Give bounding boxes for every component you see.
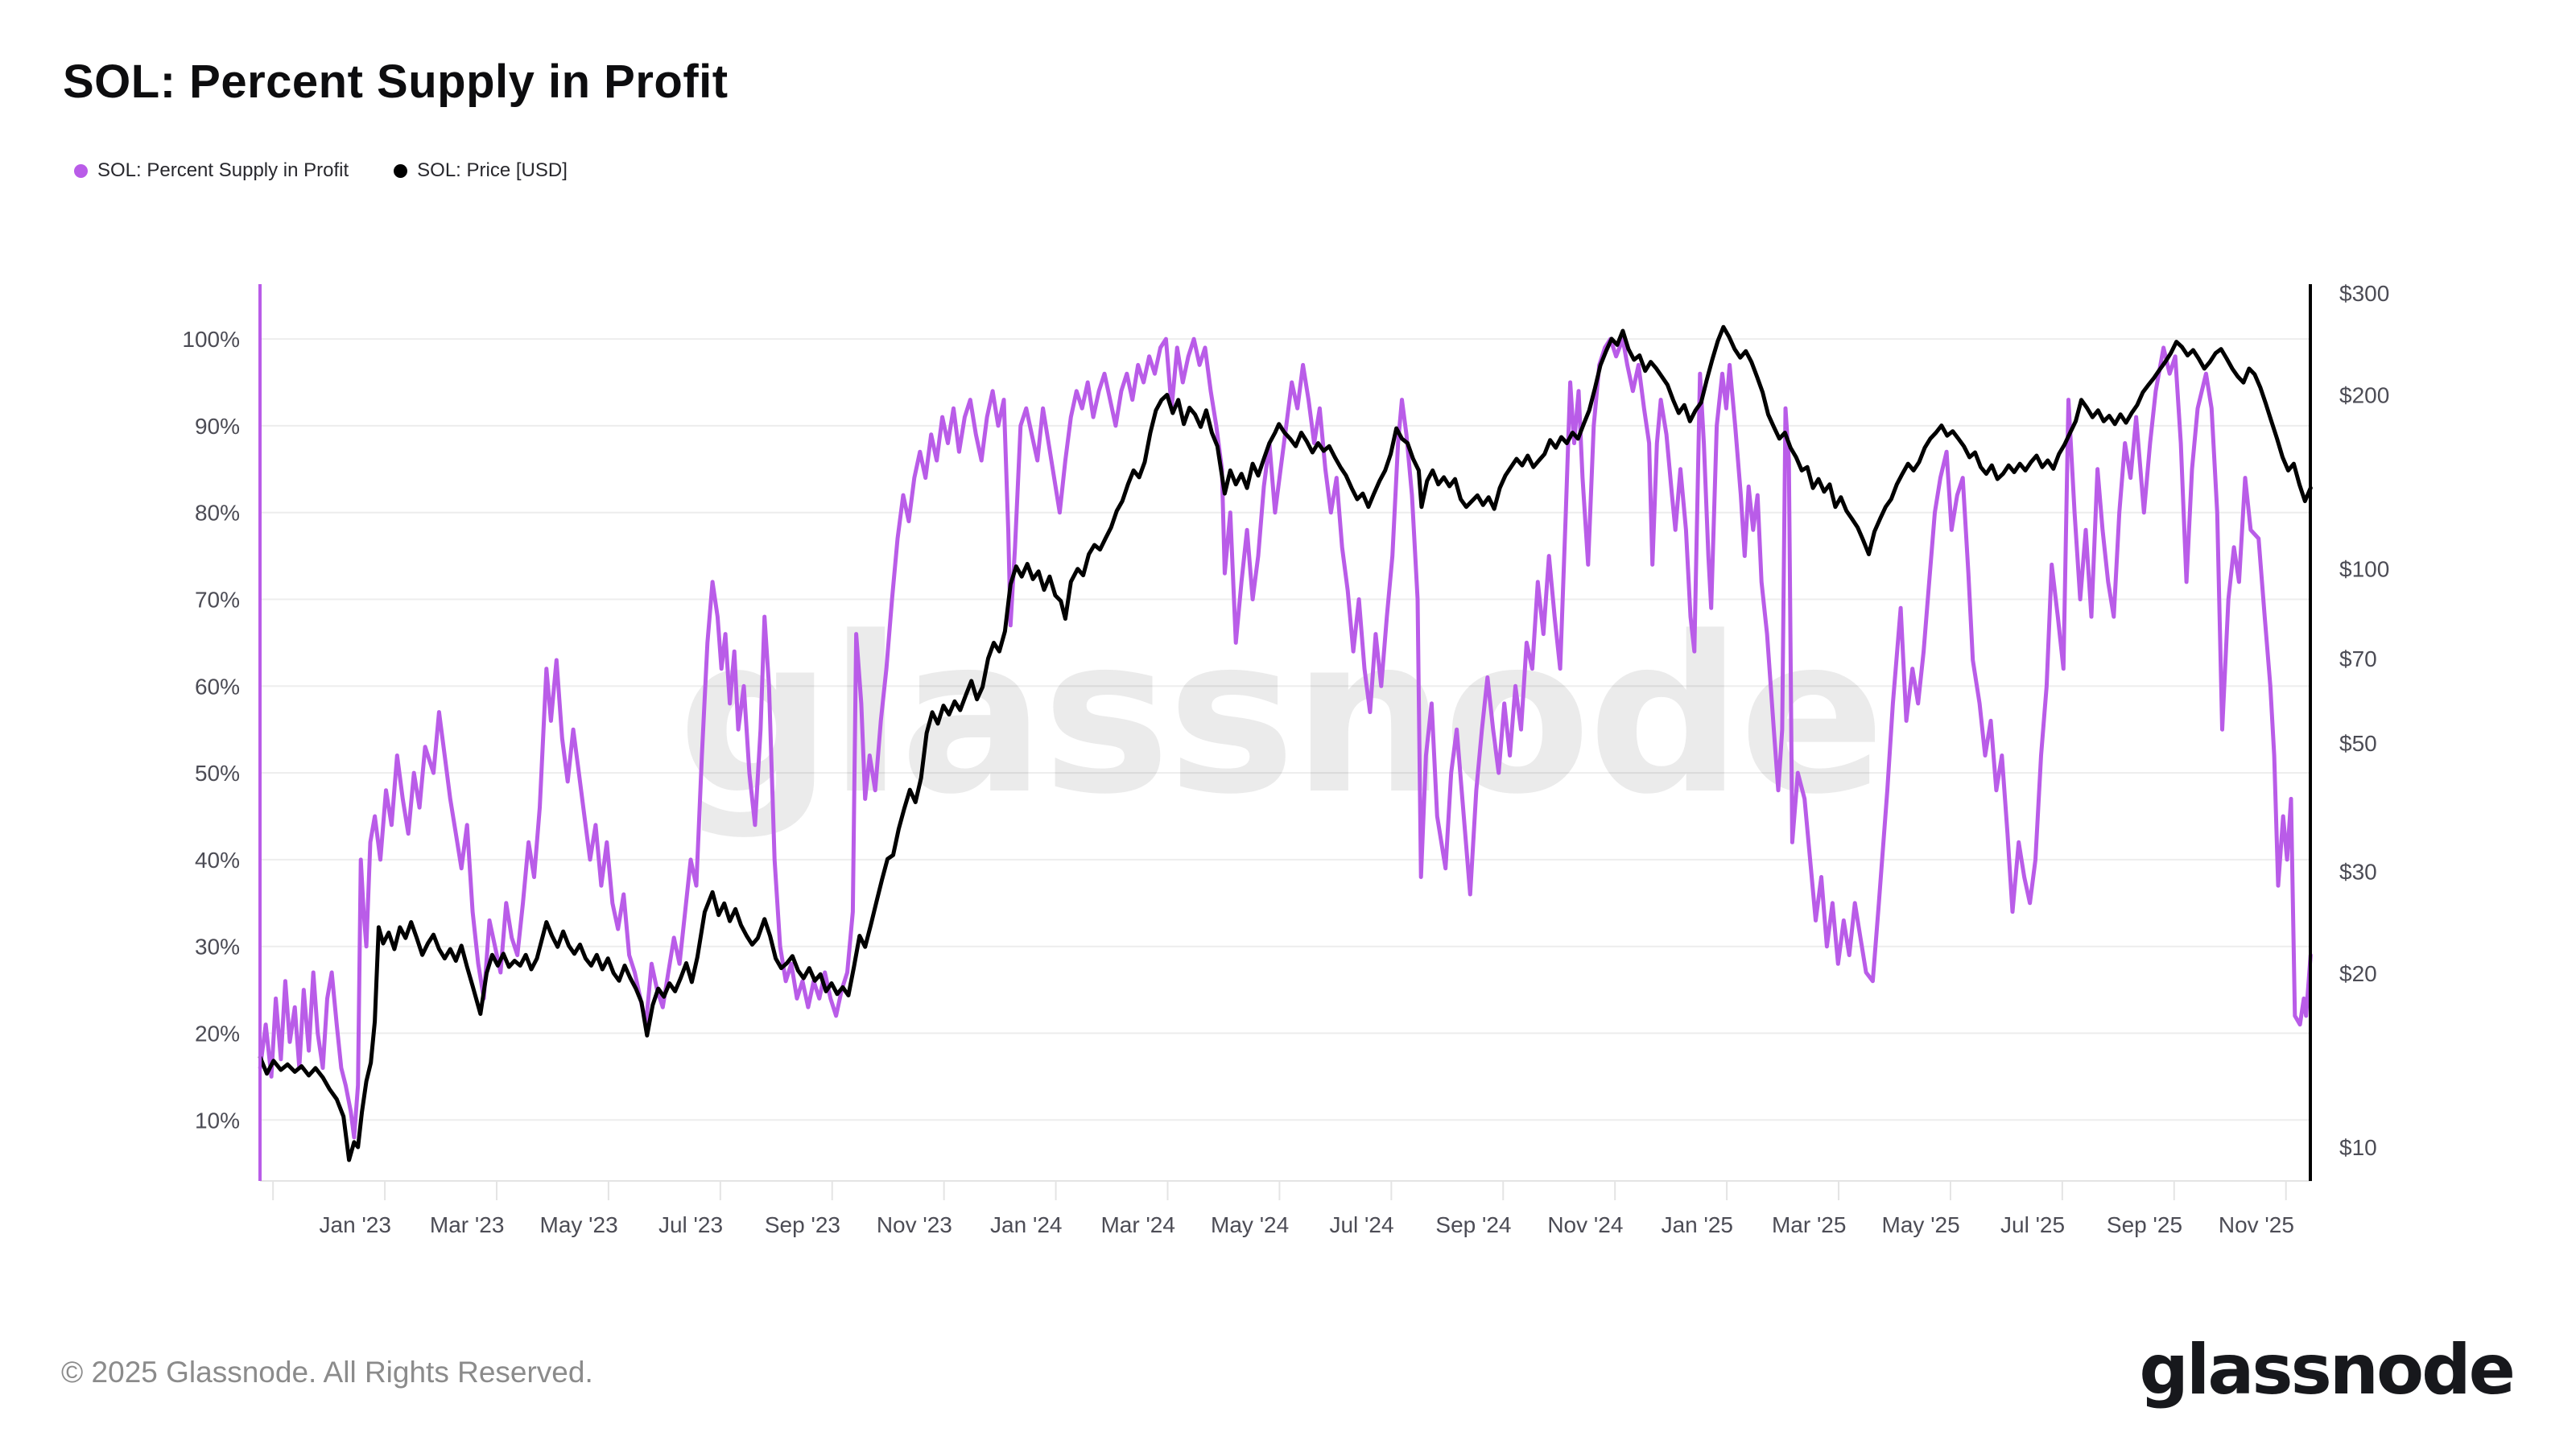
legend: SOL: Percent Supply in Profit SOL: Price… (74, 159, 568, 182)
y-axis-left-tick-label: 20% (195, 1022, 240, 1046)
x-axis-tick-label: Jul '24 (1329, 1212, 1393, 1237)
y-axis-left-tick-label: 60% (195, 674, 240, 699)
page-title: SOL: Percent Supply in Profit (63, 56, 729, 108)
x-axis-tick-label: Nov '25 (2219, 1212, 2294, 1237)
y-axis-right-tick-label: $30 (2339, 859, 2377, 884)
x-axis-tick-label: May '25 (1882, 1212, 1960, 1237)
x-axis-tick-label: Sep '25 (2107, 1212, 2182, 1237)
x-axis-tick-label: May '23 (540, 1212, 618, 1237)
y-axis-left-tick-label: 90% (195, 414, 240, 439)
legend-swatch-percent-supply-icon (74, 163, 88, 178)
y-axis-right-tick-label: $100 (2339, 557, 2389, 582)
x-axis-tick-label: Nov '23 (877, 1212, 952, 1237)
y-axis-left-tick-label: 50% (195, 761, 240, 786)
y-axis-right-tick-label: $70 (2339, 646, 2377, 671)
x-axis-tick-label: Jan '25 (1662, 1212, 1733, 1237)
x-axis-tick-label: Mar '23 (430, 1212, 505, 1237)
series-line-price-usd (258, 324, 2313, 1162)
y-axis-right-tick-label: $10 (2339, 1135, 2377, 1160)
y-axis-left-tick-label: 40% (195, 848, 240, 873)
x-axis-tick-label: May '24 (1211, 1212, 1289, 1237)
x-axis-tick-label: Jul '23 (658, 1212, 723, 1237)
y-axis-left-tick-label: 80% (195, 501, 240, 526)
footer-copyright: © 2025 Glassnode. All Rights Reserved. (61, 1356, 593, 1389)
y-axis-left-tick-label: 10% (195, 1108, 240, 1133)
legend-label-price: SOL: Price [USD] (417, 159, 568, 181)
y-axis-left-tick-label: 70% (195, 588, 240, 613)
glassnode-watermark: glassnode (678, 591, 1882, 842)
series-line-percent-supply-in-profit (258, 336, 2313, 1140)
x-axis-tick-label: Mar '24 (1100, 1212, 1175, 1237)
axis-spines (258, 284, 2312, 1181)
x-axis-tick-label: Jan '23 (320, 1212, 391, 1237)
x-axis-tick-label: Mar '25 (1772, 1212, 1847, 1237)
x-axis-tick-label: Sep '24 (1435, 1212, 1511, 1237)
x-axis-tick-label: Jul '25 (2000, 1212, 2065, 1237)
y-axis-left-tick-label: 100% (182, 327, 240, 352)
chart-series (258, 324, 2313, 1162)
axis-labels: 100% 90% 80% 70% 60% 50% 40% 30% 20% 10% Jan '23 Ma… (182, 281, 2389, 1237)
x-axis-tick-label: Nov '24 (1547, 1212, 1623, 1237)
legend-item-percent-supply[interactable]: SOL: Percent Supply in Profit (74, 159, 349, 182)
x-axis-tick-label: Sep '23 (765, 1212, 840, 1237)
legend-label-percent-supply: SOL: Percent Supply in Profit (97, 159, 349, 181)
y-axis-right-tick-label: $200 (2339, 382, 2389, 407)
y-axis-right-tick-label: $300 (2339, 281, 2389, 306)
x-axis-tick-label: Jan '24 (990, 1212, 1062, 1237)
glassnode-logo: glassnode (2139, 1330, 2516, 1410)
y-axis-right-tick-label: $20 (2339, 961, 2377, 986)
legend-item-price[interactable]: SOL: Price [USD] (394, 159, 568, 182)
y-axis-left-tick-label: 30% (195, 935, 240, 960)
y-axis-right-tick-label: $50 (2339, 731, 2377, 756)
legend-swatch-price-icon (394, 163, 408, 178)
